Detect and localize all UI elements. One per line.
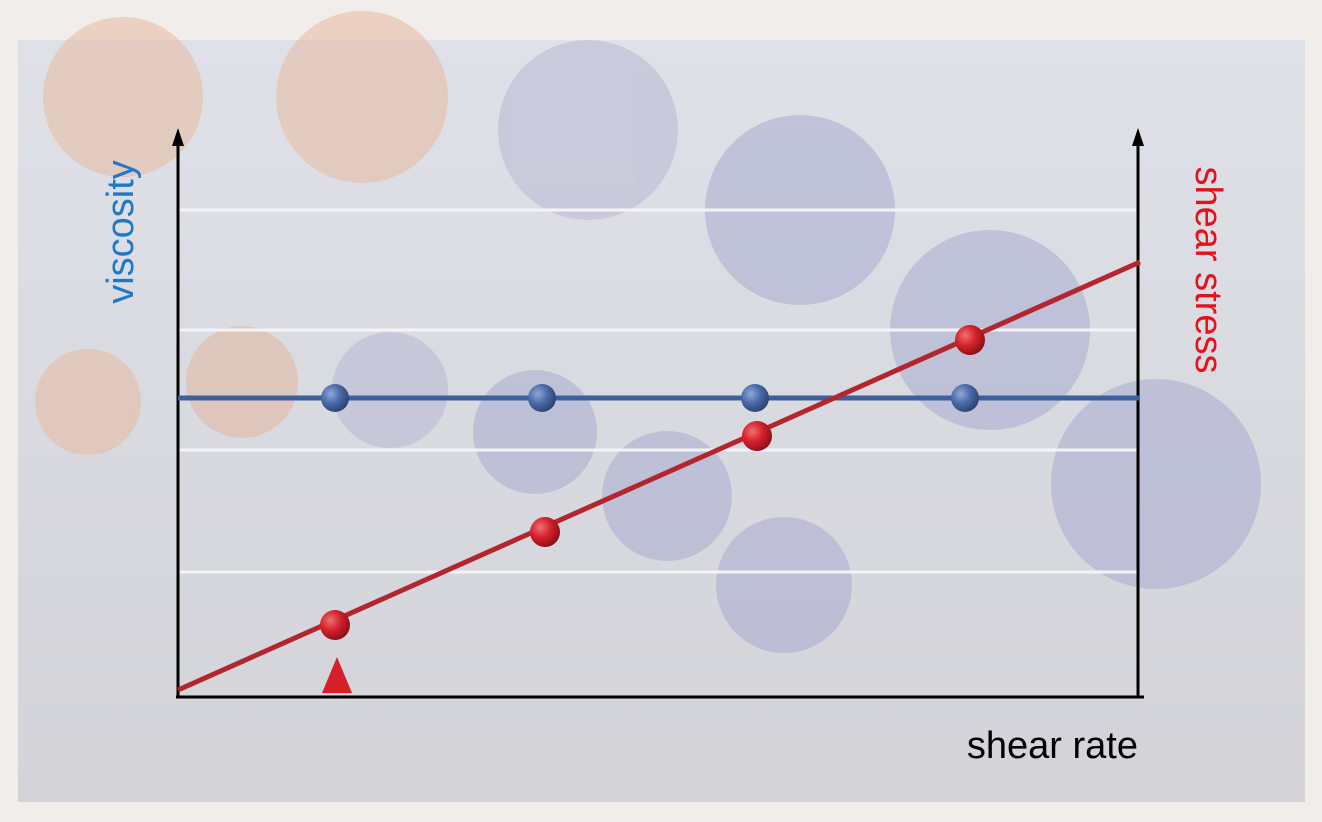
arrow-head (172, 128, 184, 146)
viscosity-points (321, 384, 979, 412)
marker-triangle (322, 657, 352, 693)
axes (176, 140, 1144, 699)
bottom-axis-label: shear rate (967, 725, 1138, 767)
stress-points (320, 325, 985, 640)
arrow-head (1132, 128, 1144, 146)
right-axis-label: shear stress (1187, 167, 1229, 374)
left-axis-label: viscosity (100, 160, 142, 304)
decoration (35, 11, 1261, 653)
